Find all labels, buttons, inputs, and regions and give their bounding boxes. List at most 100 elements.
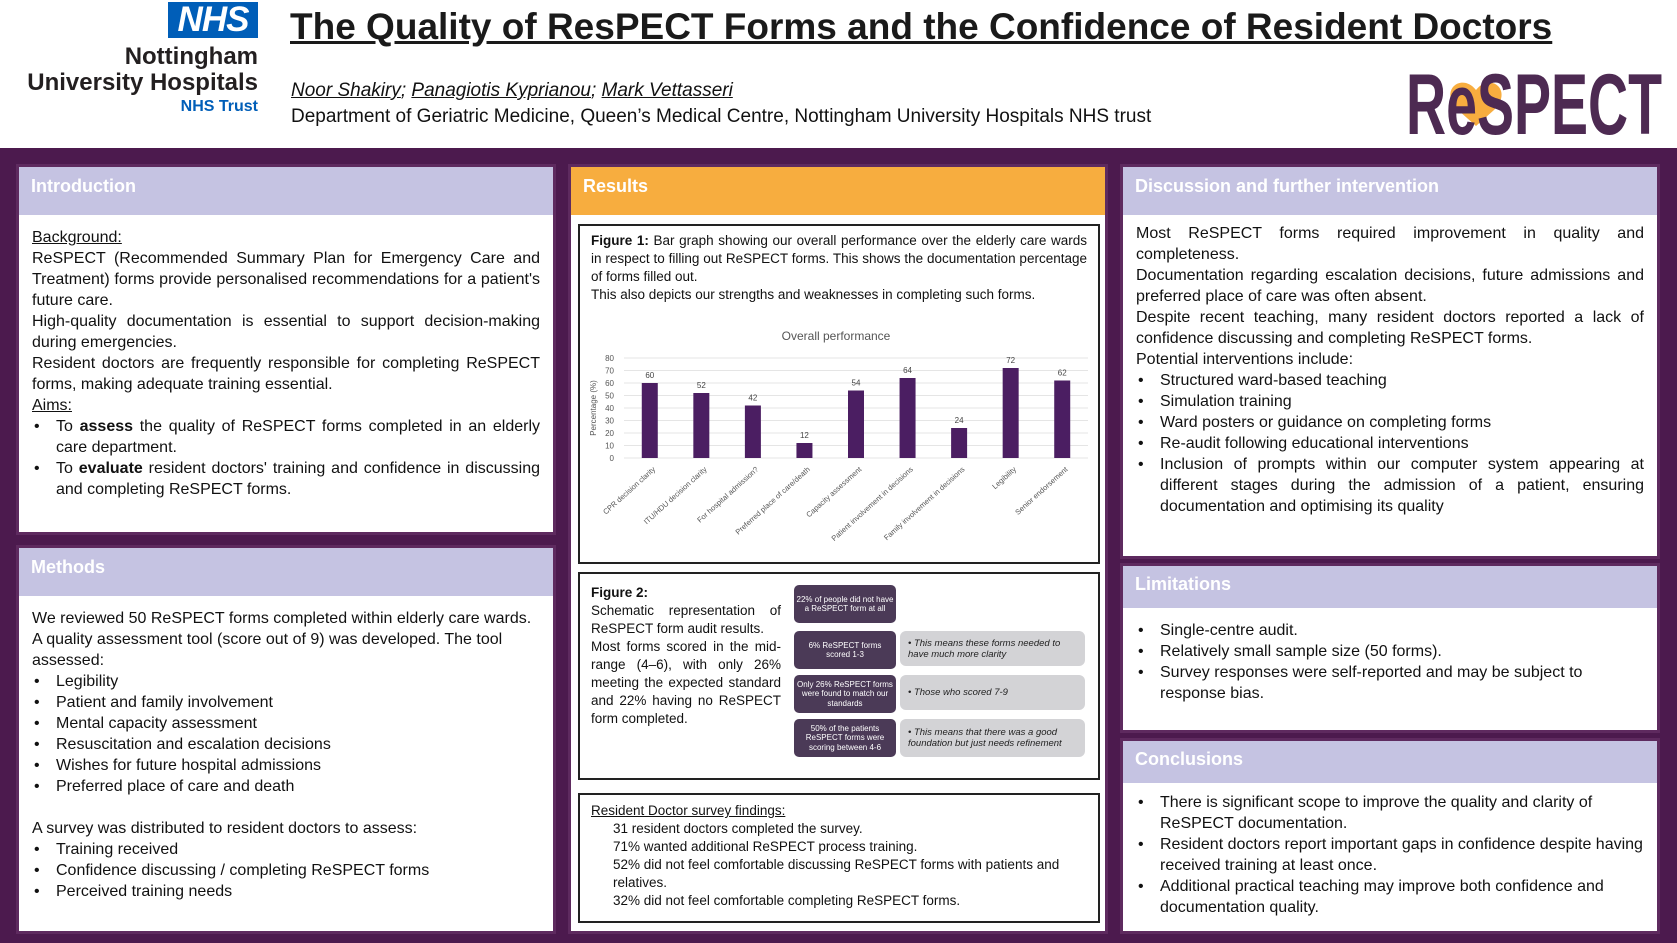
bar-chart: Overall performance Percentage (%) 0 10 20 30…: [589, 329, 1088, 543]
list-item: 32% did not feel comfortable completing …: [613, 893, 961, 908]
x-tick-label: Patient involvement in decisions: [830, 465, 916, 543]
list-item: Additional practical teaching may improv…: [1136, 876, 1644, 918]
list-item: Single-centre audit.: [1136, 620, 1644, 641]
methods-paragraph: A survey was distributed to resident doc…: [32, 820, 418, 837]
list-item: Perceived training needs: [32, 881, 540, 902]
y-tick-label: 50: [605, 392, 614, 401]
data-label: 64: [903, 366, 912, 375]
schematic-box: 6% ReSPECT forms scored 1-3: [794, 631, 896, 669]
list-item: Ward posters or guidance on completing f…: [1136, 412, 1644, 433]
list-item: Survey responses were self-reported and …: [1136, 662, 1644, 704]
methods-paragraph: We reviewed 50 ReSPECT forms completed w…: [32, 610, 532, 669]
list-item: Patient and family involvement: [32, 692, 540, 713]
poster-title: The Quality of ResPECT Forms and the Con…: [290, 6, 1553, 47]
nhs-logo: NHS: [168, 2, 258, 38]
org-name-line3: NHS Trust: [180, 98, 258, 115]
conclusions-panel: Conclusions There is significant scope t…: [1120, 738, 1660, 934]
y-tick-label: 60: [605, 379, 614, 388]
list-item: Resuscitation and escalation decisions: [32, 734, 540, 755]
bar: [693, 393, 710, 458]
figure-caption: Schematic representation of ReSPECT form…: [591, 603, 781, 636]
y-tick-label: 70: [605, 367, 614, 376]
y-tick-label: 10: [605, 442, 614, 451]
intro-paragraph: ReSPECT (Recommended Summary Plan for Em…: [32, 250, 540, 309]
discussion-panel: Discussion and further intervention Most…: [1120, 164, 1660, 559]
section-heading: Limitations: [1123, 566, 1657, 608]
list-item: 71% wanted additional ReSPECT process tr…: [613, 839, 918, 854]
y-axis-label: Percentage (%): [589, 380, 598, 436]
schematic-note: • This means these forms needed to have …: [900, 631, 1085, 666]
survey-findings: Resident Doctor survey findings: 31 resi…: [578, 793, 1100, 923]
section-heading: Methods: [19, 548, 553, 596]
data-label: 42: [748, 394, 757, 403]
section-heading: Conclusions: [1123, 741, 1657, 783]
poster-header: NHS Nottingham University Hospitals NHS …: [0, 0, 1677, 148]
y-tick-label: 40: [605, 404, 614, 413]
list-item: 31 resident doctors completed the survey…: [613, 821, 863, 836]
department: Department of Geriatric Medicine, Queen’…: [291, 106, 1152, 127]
list-item: Relatively small sample size (50 forms).: [1136, 641, 1644, 662]
data-label: 54: [852, 379, 861, 388]
list-item: Mental capacity assessment: [32, 713, 540, 734]
introduction-panel: Introduction Background: ReSPECT (Recomm…: [16, 164, 556, 535]
schematic-note: • This means that there was a good found…: [900, 719, 1085, 757]
figure-caption: This also depicts our strengths and weak…: [591, 287, 1036, 302]
figure-caption: Figure 1: Bar graph showing our overall …: [591, 233, 1087, 284]
discussion-paragraph: Documentation regarding escalation decis…: [1136, 267, 1644, 305]
bar: [951, 428, 968, 458]
author-name: Panagiotis Kyprianou: [411, 80, 591, 101]
figure-1: Figure 1: Bar graph showing our overall …: [578, 224, 1100, 564]
y-tick-label: 0: [610, 454, 615, 463]
figure-caption: Figure 2:: [591, 585, 649, 600]
intro-paragraph: High-quality documentation is essential …: [32, 313, 540, 351]
list-item: Re-audit following educational intervent…: [1136, 433, 1644, 454]
schematic-box: 50% of the patients ReSPECT forms were s…: [794, 719, 896, 757]
y-tick-label: 30: [605, 417, 614, 426]
respect-logo: ReSPECT: [1406, 57, 1662, 146]
schematic-note: • Those who scored 7-9: [900, 675, 1085, 710]
methods-panel: Methods We reviewed 50 ReSPECT forms com…: [16, 545, 556, 934]
org-name-line2: University Hospitals: [27, 69, 258, 96]
list-item: Wishes for future hospital admissions: [32, 755, 540, 776]
author-name: Mark Vettasseri: [601, 80, 733, 101]
schematic-box: Only 26% ReSPECT forms were found to mat…: [794, 675, 896, 713]
conclusions-list: There is significant scope to improve th…: [1136, 792, 1644, 918]
list-item: Training received: [32, 839, 540, 860]
list-item: To assess the quality of ReSPECT forms c…: [32, 416, 540, 458]
y-tick-label: 80: [605, 354, 614, 363]
data-label: 60: [645, 371, 654, 380]
list-item: Confidence discussing / completing ReSPE…: [32, 860, 540, 881]
list-item: Legibility: [32, 671, 540, 692]
methods-list: Legibility Patient and family involvemen…: [32, 671, 540, 797]
figure-caption: Most forms scored in the mid-range (4–6)…: [591, 639, 781, 726]
schematic-box: 22% of people did not have a ReSPECT for…: [794, 585, 896, 623]
list-item: Inclusion of prompts within our computer…: [1136, 454, 1644, 517]
results-panel: Results Figure 1: Bar graph showing our …: [568, 164, 1108, 934]
data-label: 12: [800, 431, 809, 440]
data-label: 72: [1006, 356, 1015, 365]
section-heading: Discussion and further intervention: [1123, 167, 1657, 215]
respect-logo-text: ReSPECT: [1406, 57, 1662, 146]
data-label: 62: [1058, 369, 1067, 378]
x-tick-label: Capacity assessment: [804, 464, 864, 519]
bar: [899, 378, 916, 458]
bar: [848, 390, 864, 458]
limitations-list: Single-centre audit. Relatively small sa…: [1136, 620, 1644, 704]
survey-list: Training received Confidence discussing …: [32, 839, 540, 902]
bar: [641, 383, 658, 458]
aims-label: Aims:: [32, 397, 72, 414]
author-list: Noor Shakiry; Panagiotis Kyprianou; Mark…: [291, 80, 733, 101]
bar: [1054, 380, 1071, 458]
list-item: 52% did not feel comfortable discussing …: [613, 857, 1060, 890]
section-heading: Introduction: [19, 167, 553, 215]
list-item: To evaluate resident doctors' training a…: [32, 458, 540, 500]
x-tick-label: Legibility: [990, 465, 1018, 491]
discussion-paragraph: Potential interventions include:: [1136, 351, 1354, 368]
list-item: There is significant scope to improve th…: [1136, 792, 1644, 834]
limitations-panel: Limitations Single-centre audit. Relativ…: [1120, 563, 1660, 733]
aims-list: To assess the quality of ReSPECT forms c…: [32, 416, 540, 500]
list-item: Simulation training: [1136, 391, 1644, 412]
bar: [744, 405, 761, 458]
figure-2: Figure 2: Schematic representation of Re…: [578, 572, 1100, 780]
heart-icon: [1450, 82, 1502, 126]
